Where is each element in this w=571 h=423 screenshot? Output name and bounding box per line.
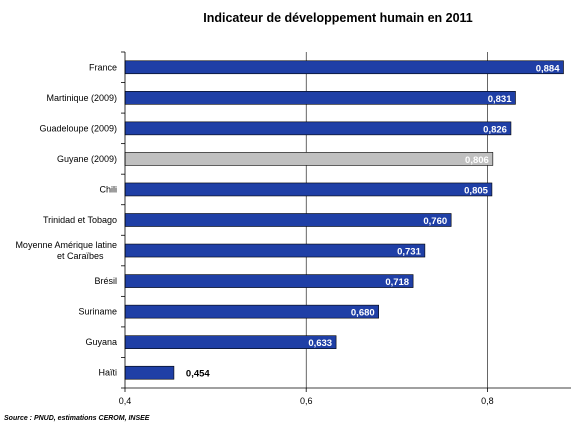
data-label: 0,884 [536, 63, 560, 74]
category-labels: France Martinique (2009) Guadeloupe (2009)… [15, 62, 117, 377]
bars: 0,884 0,831 0,826 0,806 0,805 0,760 0,731 0,718… [124, 60, 564, 380]
category-label: Guadeloupe (2009) [39, 123, 117, 133]
category-label: Moyenne Amérique latine et Caraïbes [15, 240, 117, 261]
data-label: 0,805 [464, 185, 488, 196]
category-label: Guyane (2009) [57, 154, 117, 164]
category-label: Trinidad et Tobago [43, 215, 117, 225]
x-tick-label: 0,8 [481, 396, 494, 406]
bar [124, 243, 426, 258]
category-label: Brésil [94, 276, 117, 286]
bar [124, 335, 337, 349]
category-label: Martinique (2009) [46, 93, 117, 103]
bar [124, 304, 379, 319]
data-label: 0,718 [385, 277, 409, 288]
data-label: 0,760 [423, 216, 447, 227]
category-label: Guyana [85, 337, 117, 347]
category-label: Haïti [98, 368, 117, 378]
data-label: 0,731 [397, 247, 421, 258]
data-label: 0,633 [308, 338, 332, 349]
data-label: 0,680 [351, 308, 375, 319]
x-tick-label: 0,6 [300, 396, 313, 406]
axes: 0,4 0,6 0,8 [119, 51, 571, 406]
data-label: 0,826 [483, 124, 507, 135]
bar [124, 121, 512, 136]
data-label: 0,454 [186, 369, 210, 380]
bar [124, 274, 414, 288]
category-label: Chili [99, 184, 117, 194]
category-label: France [89, 62, 117, 72]
data-label: 0,806 [465, 155, 489, 166]
data-label: 0,831 [488, 94, 512, 105]
category-label: Suriname [78, 307, 117, 317]
bar [124, 365, 175, 380]
bar [124, 182, 493, 197]
bar [124, 152, 494, 166]
source-note: Source : PNUD, estimations CEROM, INSEE [4, 415, 150, 422]
bar [124, 60, 564, 75]
x-tick-label: 0,4 [119, 396, 132, 406]
bar [124, 91, 516, 105]
bar [124, 213, 452, 227]
chart-title: Indicateur de développement humain en 20… [203, 11, 473, 25]
